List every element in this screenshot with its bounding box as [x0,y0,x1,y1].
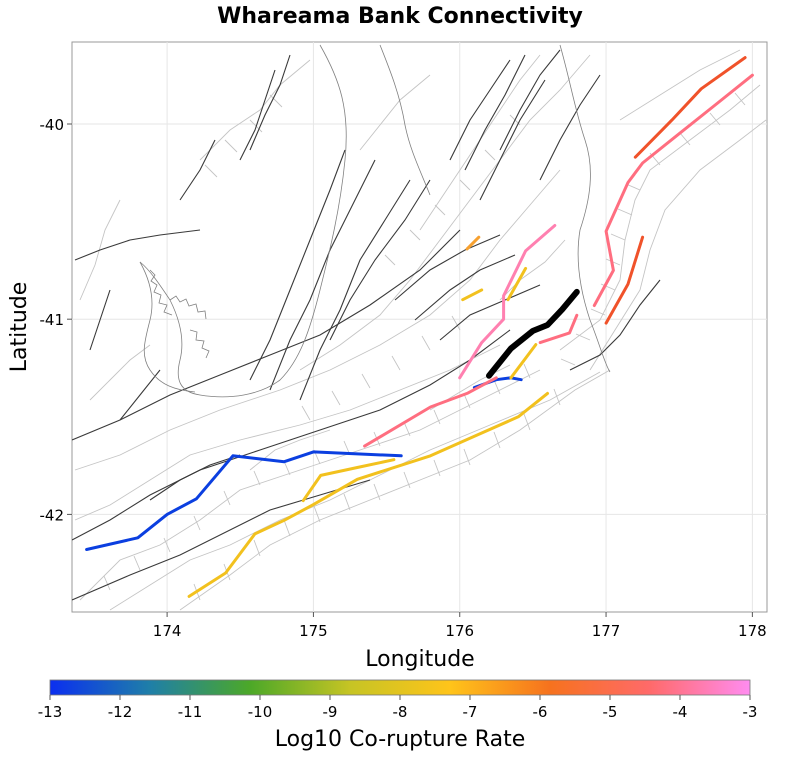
rupture-segment [604,235,645,325]
colorbar-tick-label: -9 [323,703,338,721]
target-fault-trace [486,288,580,379]
fault-patch-outlines [74,49,767,611]
fault-network [72,44,767,611]
rupture-segment [506,266,528,302]
x-tick-label: 176 [445,622,474,640]
x-tick-label: 177 [592,622,621,640]
colorbar-tick-label: -3 [743,703,758,721]
rupture-segment [363,376,498,448]
x-tick-label: 178 [738,622,767,640]
y-tick-label: -42 [40,506,65,524]
rupture-segment [465,235,481,251]
rupture-segment [592,73,754,307]
colorbar-gradient [49,679,751,696]
rupture-segment [458,224,557,380]
rupture-segment [509,343,538,380]
rupture-segment [538,313,579,345]
x-tick-label: 174 [153,622,182,640]
plot-area [71,41,768,613]
y-tick-label: -40 [40,116,65,134]
colorbar-tick-label: -12 [108,703,133,721]
y-axis-label: Latitude [7,282,32,373]
gridlines [72,42,767,612]
rupture-segment [85,450,403,551]
colorbar-tick-label: -11 [178,703,203,721]
colorbar-tick-label: -4 [673,703,688,721]
y-axis: -40 -41 -42 [40,116,72,524]
fault-traces [72,49,661,601]
y-tick-label: -41 [40,311,65,329]
rupture-segment [461,288,484,302]
target-fault [486,288,580,379]
colorbar-tick-label: -13 [38,703,63,721]
colorbar-ticks: -13 -12 -11 -10 -9 -8 -7 -6 -5 -4 -3 [38,695,758,721]
colorbar-tick-label: -7 [463,703,478,721]
colorbar-tick-label: -6 [533,703,548,721]
colorbar: -13 -12 -11 -10 -9 -8 -7 -6 -5 -4 -3 Log10 Co-rupt… [38,679,758,752]
coastline [139,44,611,398]
rupture-overlay [85,56,754,598]
chart-title: Whareama Bank Connectivity [217,4,583,29]
rupture-segment [633,56,747,159]
x-axis-label: Longitude [365,647,474,672]
colorbar-tick-label: -5 [603,703,618,721]
colorbar-label: Log10 Co-rupture Rate [275,727,526,752]
rupture-segment [301,458,396,503]
x-tick-label: 175 [299,622,328,640]
colorbar-tick-label: -8 [393,703,408,721]
x-axis: 174 175 176 177 178 [153,612,767,640]
rupture-segment [187,391,549,598]
colorbar-tick-label: -10 [248,703,273,721]
